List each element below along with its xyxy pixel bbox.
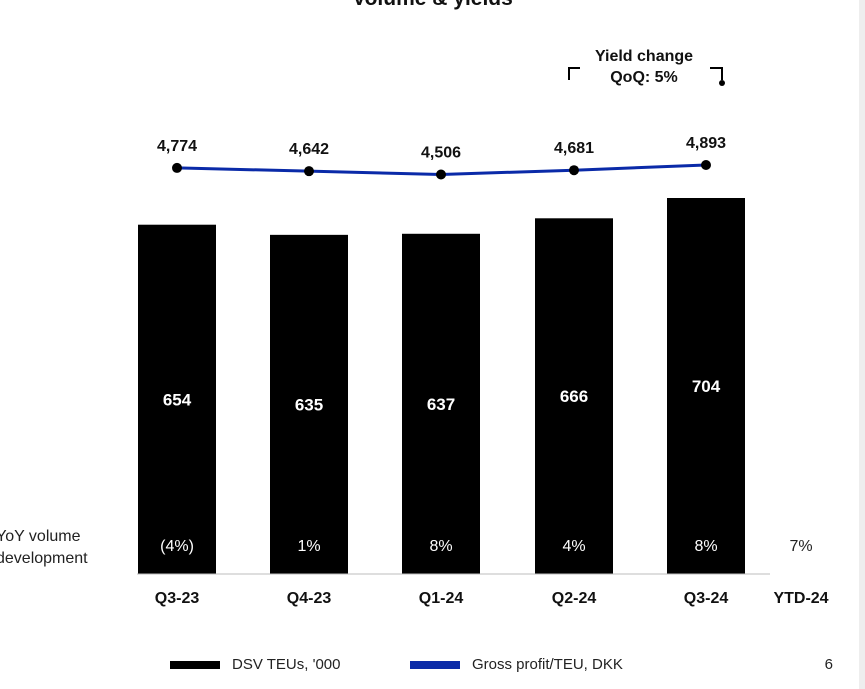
bar-value-label: 637: [427, 395, 455, 414]
yoy-value: 1%: [297, 538, 320, 555]
yoy-value: 7%: [789, 538, 812, 555]
bar-q3-24: [667, 198, 745, 574]
x-tick-label: Q4-23: [287, 590, 332, 607]
legend-swatch-gross-profit: [410, 660, 460, 669]
bar-value-label: 666: [560, 387, 588, 406]
yoy-volume-label: YoY volume development: [0, 526, 88, 570]
legend-item-gross-profit: Gross profit/TEU, DKK: [410, 656, 623, 673]
bracket-left: [568, 67, 580, 80]
x-tick-label: Q2-24: [552, 590, 597, 607]
gross-profit-point: [701, 160, 711, 170]
bar-value-label: 635: [295, 395, 323, 414]
yield-change-line2: QoQ: 5%: [610, 69, 678, 86]
bar-value-label: 654: [163, 390, 192, 409]
bracket-end-dot: [719, 80, 725, 86]
gross-profit-value-label: 4,681: [554, 140, 594, 157]
gross-profit-point: [436, 169, 446, 180]
x-tick-label: Q3-23: [155, 590, 200, 607]
yoy-label-line1: YoY volume: [0, 528, 81, 545]
yoy-value: 4%: [562, 538, 585, 555]
legend-swatch-teus: [170, 660, 220, 669]
gross-profit-point: [304, 166, 314, 177]
yoy-value: (4%): [160, 538, 194, 555]
yield-change-line1: Yield change: [594, 48, 694, 65]
legend-item-teus: DSV TEUs, '000: [170, 656, 340, 673]
bar-q1-24: [402, 233, 480, 574]
x-tick-label: YTD-24: [773, 590, 828, 607]
legend-label-teus: DSV TEUs, '000: [232, 656, 341, 673]
page-number: 6: [824, 656, 833, 673]
bar-q3-23: [138, 224, 216, 575]
gross-profit-point: [172, 162, 182, 173]
gross-profit-value-label: 4,893: [686, 135, 726, 152]
chart-title: Volume & yields: [0, 0, 865, 11]
x-tick-label: Q3-24: [684, 590, 729, 607]
yoy-label-line2: development: [0, 550, 88, 567]
gross-profit-value-label: 4,506: [421, 145, 461, 162]
yield-change-annotation: Yield change QoQ: 5%: [584, 46, 704, 88]
bracket-right: [710, 67, 723, 80]
bar-value-label: 704: [692, 377, 721, 396]
right-edge-strip: [859, 0, 865, 689]
gross-profit-value-label: 4,774: [157, 138, 197, 155]
gross-profit-value-label: 4,642: [289, 141, 329, 158]
bar-q4-23: [270, 234, 348, 574]
x-tick-label: Q1-24: [419, 590, 464, 607]
bar-q2-24: [535, 218, 613, 574]
legend: DSV TEUs, '000 Gross profit/TEU, DKK: [0, 656, 865, 676]
legend-label-gross-profit: Gross profit/TEU, DKK: [472, 656, 623, 673]
yoy-value: 8%: [429, 538, 452, 555]
yoy-value: 8%: [694, 538, 717, 555]
gross-profit-point: [569, 165, 579, 176]
